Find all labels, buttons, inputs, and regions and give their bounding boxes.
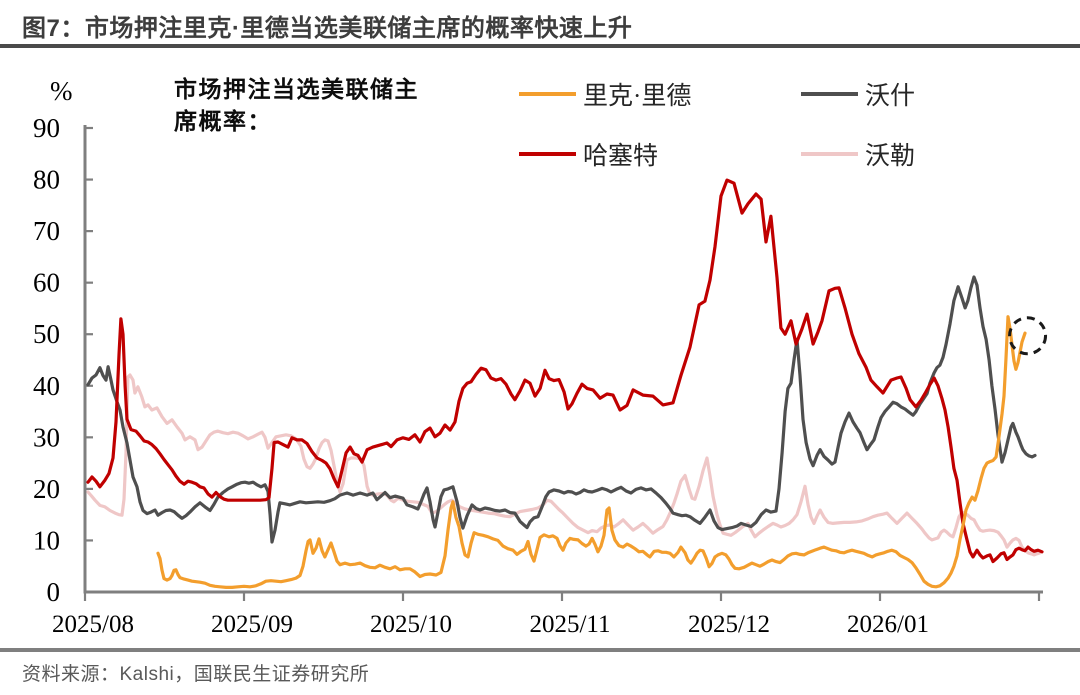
series-line-哈塞特 (86, 178, 1044, 564)
legend-label: 里克·里德 (583, 83, 692, 110)
x-tick-label: 2026/01 (847, 611, 929, 638)
legend-line-swatch-pink (801, 152, 858, 156)
y-tick-label: 90 (33, 113, 60, 143)
x-tick-label: 2025/09 (211, 611, 293, 638)
legend-label: 哈塞特 (583, 143, 659, 170)
y-tick-label: 70 (33, 216, 60, 246)
figure-bottom-rule (0, 648, 1080, 652)
x-tick-label: 2025/11 (529, 611, 610, 638)
y-tick-label: 60 (33, 268, 60, 298)
x-tick-label: 2025/08 (52, 611, 134, 638)
legend-item-waller: 沃勒 (801, 142, 915, 170)
legend-line-swatch-gray (801, 92, 858, 96)
y-axis-unit-label: % (50, 76, 73, 106)
x-tick-label: 2025/10 (370, 611, 452, 638)
y-tick-label: 80 (33, 165, 60, 195)
legend-item-rick-rieder: 里克·里德 (519, 82, 691, 110)
legend-item-warsh: 沃什 (801, 82, 915, 110)
legend-label: 沃什 (865, 83, 916, 110)
y-tick-label: 20 (33, 474, 60, 504)
legend-item-hassett: 哈塞特 (519, 142, 658, 170)
legend-line-swatch-red (519, 152, 576, 156)
figure-title-bar: 图7：市场押注里克·里德当选美联储主席的概率快速上升 (0, 0, 1080, 48)
highlight-circle (1008, 316, 1048, 356)
series-line-沃什 (86, 275, 1037, 544)
figure-source: 资料来源：Kalshi，国联民生证券研究所 (22, 664, 370, 685)
y-tick-label: 10 (33, 525, 60, 555)
series-line-里克·里德 (156, 315, 1027, 589)
y-tick-label: 40 (33, 371, 60, 401)
y-tick-label: 50 (33, 319, 60, 349)
series-line-沃勒 (86, 373, 1042, 557)
chart-annotation-text: 市场押注当选美联储主席概率： (174, 77, 419, 134)
figure-title: 图7：市场押注里克·里德当选美联储主席的概率快速上升 (22, 15, 633, 42)
y-tick-label: 30 (33, 422, 60, 452)
chart-svg: 0 10 20 30 40 50 60 70 80 90 2025/08 2025/09 2025/10… (33, 113, 1048, 638)
x-tick-label: 2025/12 (688, 611, 770, 638)
y-tick-label: 0 (47, 577, 61, 607)
chart-area: 0 10 20 30 40 50 60 70 80 90 2025/08 2025/09 2025/10… (0, 48, 1080, 644)
legend-line-swatch-orange (519, 92, 576, 96)
legend-label: 沃勒 (865, 143, 916, 170)
